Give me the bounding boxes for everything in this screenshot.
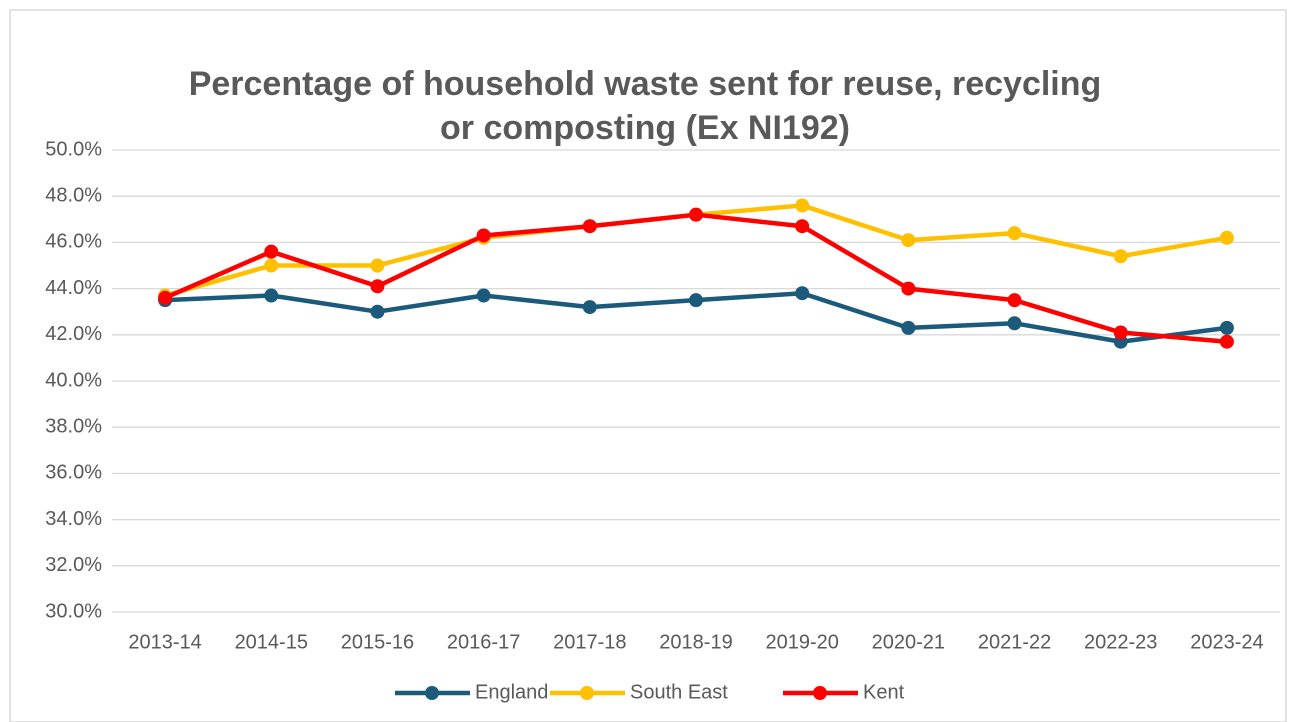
x-tick-label: 2014-15	[235, 631, 308, 653]
legend-label: England	[475, 681, 548, 703]
legend-marker	[813, 686, 827, 700]
point	[689, 293, 703, 308]
point	[476, 288, 491, 303]
x-tick-label: 2022-23	[1084, 631, 1157, 653]
point	[1219, 230, 1234, 245]
chart-title: or composting (Ex NI192)	[440, 109, 850, 147]
point	[1113, 249, 1128, 264]
y-tick-label: 40.0%	[45, 369, 102, 391]
point	[264, 258, 279, 273]
point	[901, 320, 916, 335]
y-tick-label: 38.0%	[45, 415, 102, 437]
x-tick-label: 2013-14	[128, 631, 201, 653]
point	[901, 281, 916, 296]
point	[689, 207, 703, 222]
point	[476, 228, 491, 243]
point	[582, 300, 597, 315]
point	[370, 304, 385, 319]
chart-border	[9, 9, 1287, 722]
y-tick-label: 34.0%	[45, 508, 102, 530]
y-tick-label: 50.0%	[45, 138, 102, 160]
legend-label: Kent	[863, 681, 905, 703]
point	[1007, 293, 1022, 308]
point	[1007, 316, 1022, 331]
legend-label: South East	[630, 681, 728, 703]
legend-marker	[425, 686, 439, 700]
point	[370, 258, 385, 273]
point	[370, 279, 385, 294]
y-tick-label: 32.0%	[45, 554, 102, 576]
point	[264, 288, 279, 303]
y-tick-label: 42.0%	[45, 323, 102, 345]
y-tick-label: 48.0%	[45, 184, 102, 206]
x-tick-label: 2020-21	[872, 631, 945, 653]
point	[264, 244, 279, 259]
point	[795, 286, 810, 301]
point	[901, 233, 916, 248]
x-tick-label: 2021-22	[978, 631, 1051, 653]
x-tick-label: 2018-19	[659, 631, 732, 653]
point	[1007, 226, 1022, 241]
legend-marker	[580, 686, 594, 700]
x-tick-label: 2015-16	[341, 631, 414, 653]
y-tick-label: 30.0%	[45, 600, 102, 622]
point	[1113, 325, 1128, 340]
x-tick-label: 2017-18	[553, 631, 626, 653]
point	[795, 198, 810, 213]
y-tick-label: 44.0%	[45, 277, 102, 299]
point	[582, 219, 597, 234]
point	[1219, 320, 1234, 335]
x-tick-label: 2016-17	[447, 631, 520, 653]
point	[1219, 334, 1234, 349]
y-tick-label: 46.0%	[45, 231, 102, 253]
point	[158, 290, 173, 305]
x-tick-label: 2023-24	[1190, 631, 1263, 653]
point	[795, 219, 810, 234]
y-tick-label: 36.0%	[45, 462, 102, 484]
x-tick-label: 2019-20	[765, 631, 838, 653]
chart-title: Percentage of household waste sent for r…	[189, 65, 1102, 103]
